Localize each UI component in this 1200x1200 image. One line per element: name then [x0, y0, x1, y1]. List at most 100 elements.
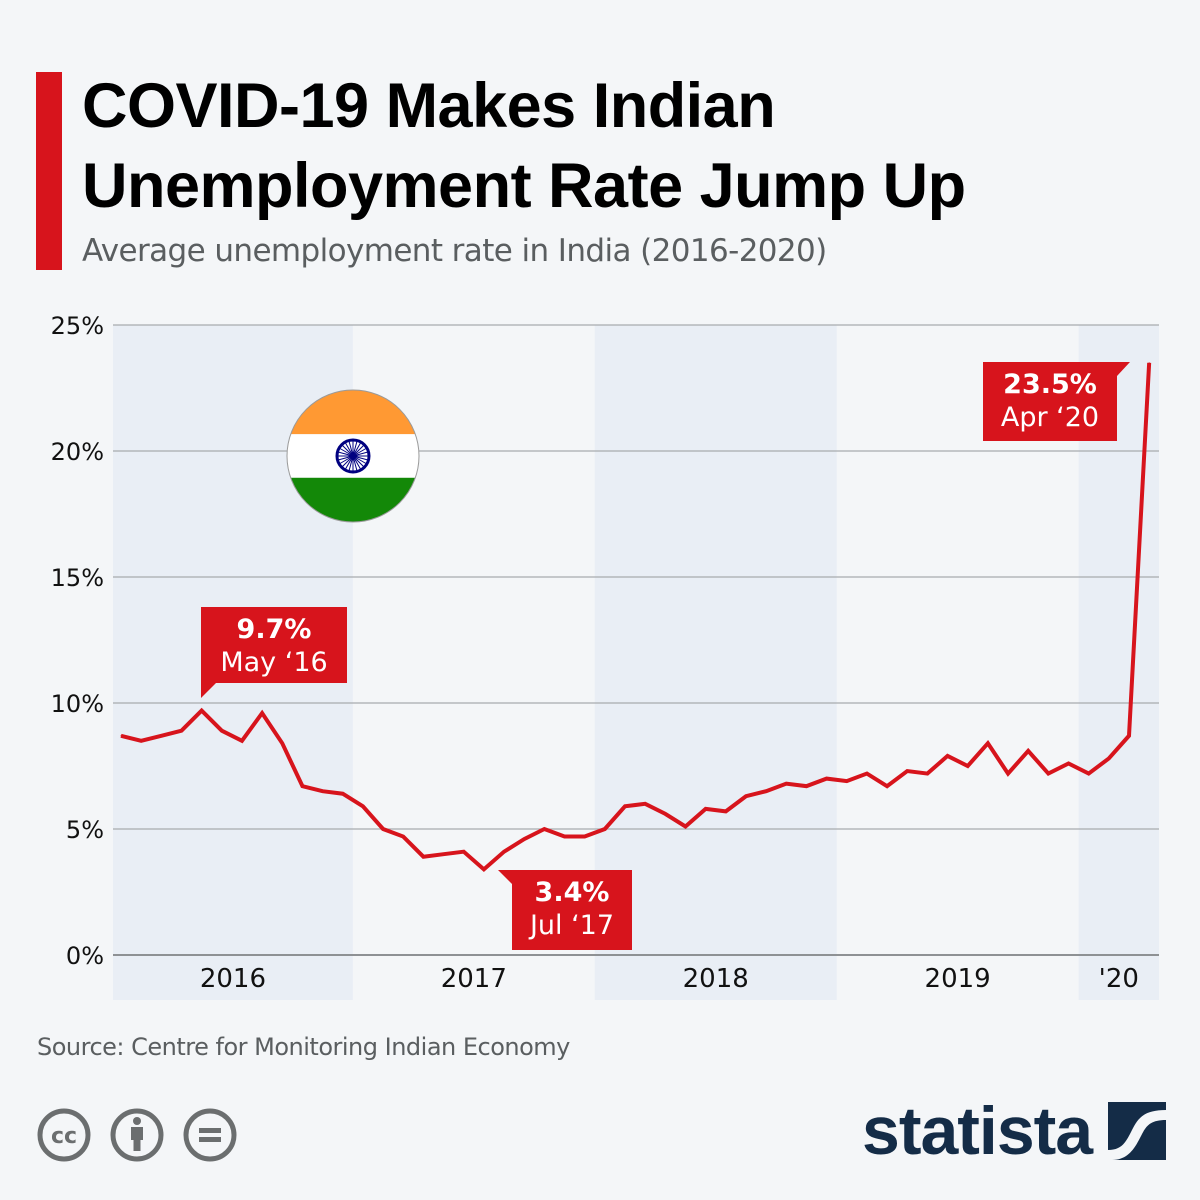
data-point [564, 836, 566, 838]
annotation-pointer [498, 870, 512, 884]
data-point [705, 808, 707, 810]
data-point [684, 825, 686, 827]
annotations: 9.7%May ‘16 3.4%Jul ‘17 23.5%Apr ‘20 [201, 362, 1130, 950]
x-tick-label: 2016 [200, 964, 266, 994]
data-point [160, 735, 162, 737]
data-point [140, 740, 142, 742]
data-point [664, 813, 666, 815]
annotation-box [512, 870, 632, 950]
flag-outline [286, 389, 420, 523]
data-point [1047, 773, 1049, 775]
data-point [120, 735, 122, 737]
y-tick-label: 10% [51, 690, 104, 718]
source-note: Source: Centre for Monitoring Indian Eco… [37, 1033, 570, 1061]
annotation-pointer [201, 683, 216, 698]
data-point [362, 805, 364, 807]
annotation-date: May ‘16 [220, 647, 327, 678]
data-point [604, 828, 606, 830]
logo-text: statista [862, 1093, 1093, 1169]
data-point [805, 785, 807, 787]
y-tick-label: 25% [51, 312, 104, 340]
data-point [765, 790, 767, 792]
annotation-date: Jul ‘17 [528, 910, 614, 941]
y-tick-label: 5% [66, 816, 104, 844]
data-point [1128, 735, 1130, 737]
y-tick-label: 20% [51, 438, 104, 466]
year-band [594, 325, 837, 1000]
attribution-icon[interactable] [109, 1107, 165, 1163]
gridlines [113, 324, 1159, 956]
data-point [1068, 762, 1070, 764]
data-point [906, 770, 908, 772]
no-derivatives-icon[interactable] [182, 1107, 238, 1163]
data-point [1027, 750, 1029, 752]
data-point [523, 838, 525, 840]
data-point [382, 828, 384, 830]
india-flag-icon [286, 389, 420, 523]
chakra-hub [350, 453, 356, 459]
annotation-box [983, 362, 1117, 441]
annotation-label: 3.4%Jul ‘17 [498, 870, 632, 950]
data-point [180, 730, 182, 732]
data-point [503, 851, 505, 853]
data-point [624, 805, 626, 807]
statista-mark-icon [1108, 1102, 1167, 1160]
data-point [281, 742, 283, 744]
data-point [301, 785, 303, 787]
title-line-1: COVID-19 Makes Indian [82, 71, 776, 141]
data-point [422, 856, 424, 858]
series-line [120, 362, 1152, 872]
data-point [483, 868, 485, 870]
data-point [1007, 773, 1009, 775]
data-point [221, 730, 223, 732]
y-tick-label: 15% [51, 564, 104, 592]
data-point [846, 780, 848, 782]
chakra-ring [335, 438, 371, 474]
annotation-label: 23.5%Apr ‘20 [983, 362, 1130, 441]
data-point [745, 795, 747, 797]
data-point [1088, 773, 1090, 775]
title-line-2: Unemployment Rate Jump Up [82, 151, 966, 221]
annotation-date: Apr ‘20 [1001, 402, 1099, 433]
data-point [967, 765, 969, 767]
data-point [866, 773, 868, 775]
annotation-label: 9.7%May ‘16 [201, 607, 347, 698]
data-point [342, 793, 344, 795]
annotation-value: 23.5% [1003, 369, 1097, 400]
annotation-value: 3.4% [535, 877, 610, 908]
svg-text:cc: cc [51, 1124, 77, 1149]
x-tick-label: 2019 [925, 964, 991, 994]
x-tick-label: 2017 [441, 964, 507, 994]
data-point [926, 773, 928, 775]
annotation-value: 9.7% [237, 614, 312, 645]
data-point [201, 710, 203, 712]
data-point [543, 828, 545, 830]
data-point [261, 712, 263, 714]
series-line-path [120, 362, 1152, 872]
x-axis-ticks: 2016 2017 2018 2019 '20 [200, 964, 1139, 994]
data-point [725, 810, 727, 812]
title-accent-bar [36, 72, 62, 270]
annotation-pointer [1117, 362, 1130, 376]
data-point [886, 785, 888, 787]
x-tick-label: '20 [1099, 964, 1139, 994]
page-title: COVID-19 Makes Indian Unemployment Rate … [82, 66, 1182, 226]
y-tick-label: 0% [66, 942, 104, 970]
y-axis-ticks: 0% 5% 10% 15% 20% 25% [51, 312, 104, 970]
data-point [402, 836, 404, 838]
data-point [785, 783, 787, 785]
data-point [987, 742, 989, 744]
statista-logo[interactable]: statista [862, 1093, 1167, 1169]
data-point [1108, 757, 1110, 759]
data-point [463, 851, 465, 853]
cc-icon[interactable]: cc [36, 1107, 92, 1163]
data-point [443, 853, 445, 855]
data-point [947, 755, 949, 757]
data-point [241, 740, 243, 742]
license-icons: cc [36, 1107, 238, 1163]
data-point [584, 836, 586, 838]
data-point [826, 778, 828, 780]
data-point [644, 803, 646, 805]
subtitle: Average unemployment rate in India (2016… [82, 233, 827, 269]
